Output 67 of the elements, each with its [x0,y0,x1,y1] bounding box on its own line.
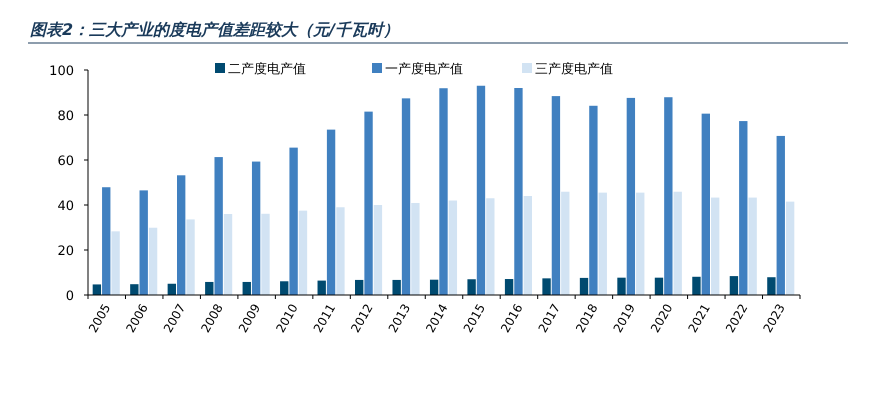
bar [654,278,664,295]
bar [617,278,626,295]
bar [411,202,420,295]
bar [664,97,673,295]
bar [767,277,776,295]
bar [298,210,308,295]
bar [336,207,345,295]
bar [626,98,636,295]
y-tick-label: 20 [57,244,74,259]
bar [130,284,139,295]
bar [514,88,523,295]
bar [636,192,644,295]
bar [374,205,382,295]
bar [692,276,701,295]
bar [448,200,458,295]
bar [748,198,757,295]
bar [355,280,364,295]
bar [289,148,298,295]
y-tick-label: 0 [66,289,74,304]
bar [364,112,373,295]
bar [674,192,682,295]
legend-label: 二产度电产值 [228,61,306,77]
bar [205,282,214,295]
bar [524,196,532,295]
legend-label: 三产度电产值 [535,61,613,77]
bar [580,278,588,295]
bar [476,86,486,295]
y-tick-label: 80 [57,109,74,124]
bar [730,276,738,295]
legend-label: 一产度电产值 [385,61,463,77]
bar [467,279,476,295]
bar [177,175,186,295]
bar [739,121,748,295]
y-tick-label: 60 [57,154,74,169]
bar [598,192,607,295]
bar [261,214,270,295]
bar [402,98,410,295]
bar [224,214,232,295]
bar [589,106,598,295]
bar [148,228,158,295]
bar [280,281,288,295]
bar [392,280,401,295]
bar [561,192,570,295]
bar [711,198,720,295]
bar [168,284,176,295]
bar [242,282,251,295]
bar [552,96,560,295]
bar [92,284,102,295]
y-tick-label: 40 [57,199,74,214]
chart-title: 图表2：三大产业的度电产值差距较大（元/千瓦时） [30,20,399,39]
bar [102,187,110,295]
bar [214,157,223,295]
bar [786,202,794,295]
bar [140,190,148,295]
bar [439,88,448,295]
bar [702,114,710,295]
bar [326,130,336,295]
bar [318,280,326,295]
bar [111,231,120,295]
bar [486,198,495,295]
bar [252,162,260,295]
bar [430,280,438,295]
bar [186,219,195,295]
bar [776,136,785,295]
bar [504,279,514,295]
y-tick-label: 100 [49,64,74,79]
bar [542,278,551,295]
